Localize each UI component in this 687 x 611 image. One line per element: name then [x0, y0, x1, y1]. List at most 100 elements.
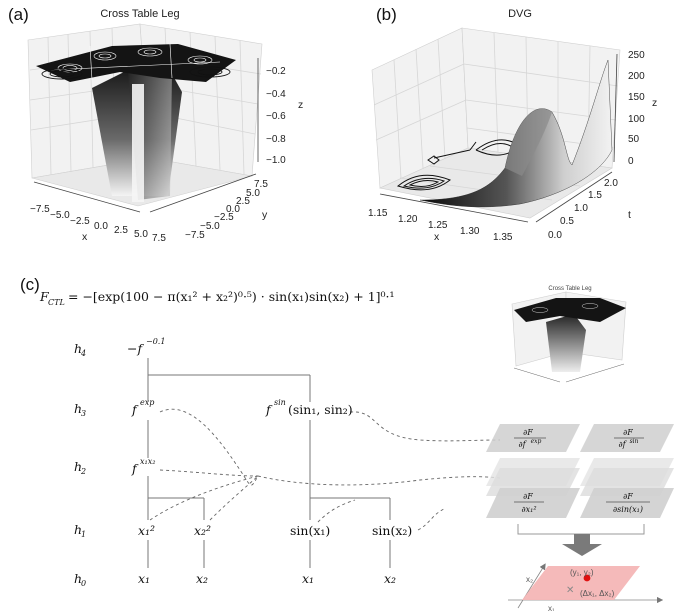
label-df-dsin-x1: ∂F ∂sin(x₁) — [606, 492, 650, 514]
ctl-formula: F CTL = −[exp(100 − π(x₁² + x₂²)⁰·⁵) · s… — [39, 289, 395, 307]
update-plane-surface — [522, 566, 640, 600]
panel-b-z-ticks: 250 200 150 100 50 0 — [628, 50, 645, 167]
svg-text:h: h — [74, 571, 82, 586]
y-tick: 7.5 — [254, 179, 268, 190]
z-tick: −0.2 — [266, 66, 286, 77]
panel-b-t-axis — [535, 171, 613, 223]
t-tick: 2.0 — [604, 178, 618, 189]
svg-text:f: f — [131, 461, 139, 476]
z-tick: 200 — [628, 71, 645, 82]
t-tick: 0.5 — [560, 216, 574, 227]
panel-a-letter: (a) — [8, 5, 29, 24]
panel-c: (c) F CTL = −[exp(100 − π(x₁² + x₂²)⁰·⁵)… — [20, 275, 674, 611]
y-tick: −7.5 — [185, 230, 205, 241]
z-tick: 50 — [628, 134, 640, 145]
y-tick: −2.5 — [214, 212, 234, 223]
panel-a-z-label: z — [298, 99, 303, 111]
svg-text:sin: sin — [630, 438, 639, 445]
z-tick: 250 — [628, 50, 645, 61]
panel-b-x-label: x — [434, 231, 440, 243]
t-tick: 1.0 — [574, 203, 588, 214]
svg-text:∂F: ∂F — [623, 428, 633, 437]
node-x2-squared: x₂² — [194, 523, 211, 538]
x-tick: 7.5 — [152, 233, 166, 244]
svg-text:f: f — [131, 402, 139, 417]
x-tick: 2.5 — [114, 225, 128, 236]
svg-text:0: 0 — [81, 579, 86, 588]
x-tick: 1.25 — [428, 220, 448, 231]
x-tick: 1.35 — [493, 232, 513, 243]
node-x1-left: x₁ — [138, 571, 150, 586]
level-label-h0: h 0 — [74, 571, 86, 588]
panel-b: (b) DVG — [368, 5, 657, 243]
panel-a-surface — [36, 43, 236, 202]
node-x2-left: x₂ — [196, 571, 208, 586]
label-df-dfsin: ∂F ∂f sin — [614, 428, 644, 449]
panel-a-title: Cross Table Leg — [100, 8, 179, 20]
panel-b-letter: (b) — [376, 5, 397, 24]
panel-b-x-axis — [379, 193, 529, 223]
panel-a-x-ticks: −7.5 −5.0 −2.5 0.0 2.5 5.0 7.5 — [30, 204, 166, 244]
svg-text:exp: exp — [140, 398, 154, 407]
svg-text:−f: −f — [127, 341, 144, 356]
x-tick: −5.0 — [50, 210, 70, 221]
panel-b-z-label: z — [652, 97, 657, 109]
panel-c-letter: (c) — [20, 275, 40, 294]
svg-text:∂F: ∂F — [523, 428, 533, 437]
svg-text:1: 1 — [81, 530, 86, 539]
svg-text:h: h — [74, 401, 82, 416]
level-label-h4: h 4 — [74, 341, 86, 358]
panel-a-x-label: x — [82, 231, 88, 243]
svg-text:h: h — [74, 459, 82, 474]
panel-b-t-ticks: 0.0 0.5 1.0 1.5 2.0 — [548, 178, 618, 241]
thumbnail-title: Cross Table Leg — [548, 286, 591, 292]
z-tick: 150 — [628, 92, 645, 103]
panel-b-surface-ridge — [505, 108, 552, 176]
svg-text:x₁x₂: x₁x₂ — [140, 457, 155, 466]
update-axis-x2: x₂ — [526, 575, 533, 584]
node-f-exp: f exp — [131, 398, 154, 417]
svg-text:∂f: ∂f — [618, 440, 627, 449]
y-tick: −5.0 — [200, 221, 220, 232]
t-tick: 0.0 — [548, 230, 562, 241]
level-labels: h 4 h 3 h 2 h 1 h 0 — [74, 341, 86, 588]
svg-text:(sin₁, sin₂): (sin₁, sin₂) — [288, 402, 353, 417]
panel-b-t-label: t — [628, 209, 631, 221]
svg-text:2: 2 — [80, 467, 86, 476]
y-tick: 5.0 — [246, 188, 260, 199]
svg-text:∂F: ∂F — [523, 492, 533, 501]
x-tick: −7.5 — [30, 204, 50, 215]
level-label-h1: h 1 — [74, 522, 86, 539]
svg-text:−0.1: −0.1 — [146, 337, 165, 346]
x-tick: −2.5 — [70, 216, 90, 227]
svg-text:f: f — [265, 402, 273, 417]
z-tick: 0 — [628, 156, 634, 167]
down-arrow-icon — [562, 544, 602, 556]
panel-a-x-axis — [33, 181, 141, 213]
x-tick: 5.0 — [134, 229, 148, 240]
panel-a-y-ticks: −7.5 −5.0 −2.5 0.0 2.5 5.0 7.5 — [185, 179, 268, 241]
y-tick: 2.5 — [236, 196, 250, 207]
node-sin-x1: sin(x₁) — [290, 523, 330, 538]
node-f-sin: f sin (sin₁, sin₂) — [265, 398, 353, 417]
svg-text:h: h — [74, 341, 82, 356]
plane-df-dsin-x1 — [580, 488, 674, 518]
level-label-h2: h 2 — [74, 459, 86, 476]
svg-text:4: 4 — [80, 349, 86, 358]
update-y-label: (y₁, y₂) — [570, 568, 594, 577]
ctl-thumbnail: Cross Table Leg — [511, 286, 627, 383]
update-axis-x1: x₁ — [548, 604, 555, 611]
node-sin-x2: sin(x₂) — [372, 523, 412, 538]
update-delta-label: (Δx₁, Δx₂) — [580, 589, 615, 598]
z-tick: −0.4 — [266, 89, 286, 100]
aggregation-bracket — [517, 524, 645, 556]
expression-tree-edges — [147, 358, 391, 568]
node-f-x1x2: f x₁x₂ — [131, 457, 155, 476]
panel-b-contours — [396, 139, 521, 191]
z-tick: −0.8 — [266, 134, 286, 145]
x-tick: 1.20 — [398, 214, 418, 225]
x-tick: 1.30 — [460, 226, 480, 237]
level-label-h3: h 3 — [74, 401, 86, 418]
formula-rhs: = −[exp(100 − π(x₁² + x₂²)⁰·⁵) · sin(x₁)… — [68, 289, 395, 304]
label-df-dx1sq: ∂F ∂x₁² — [514, 492, 544, 514]
